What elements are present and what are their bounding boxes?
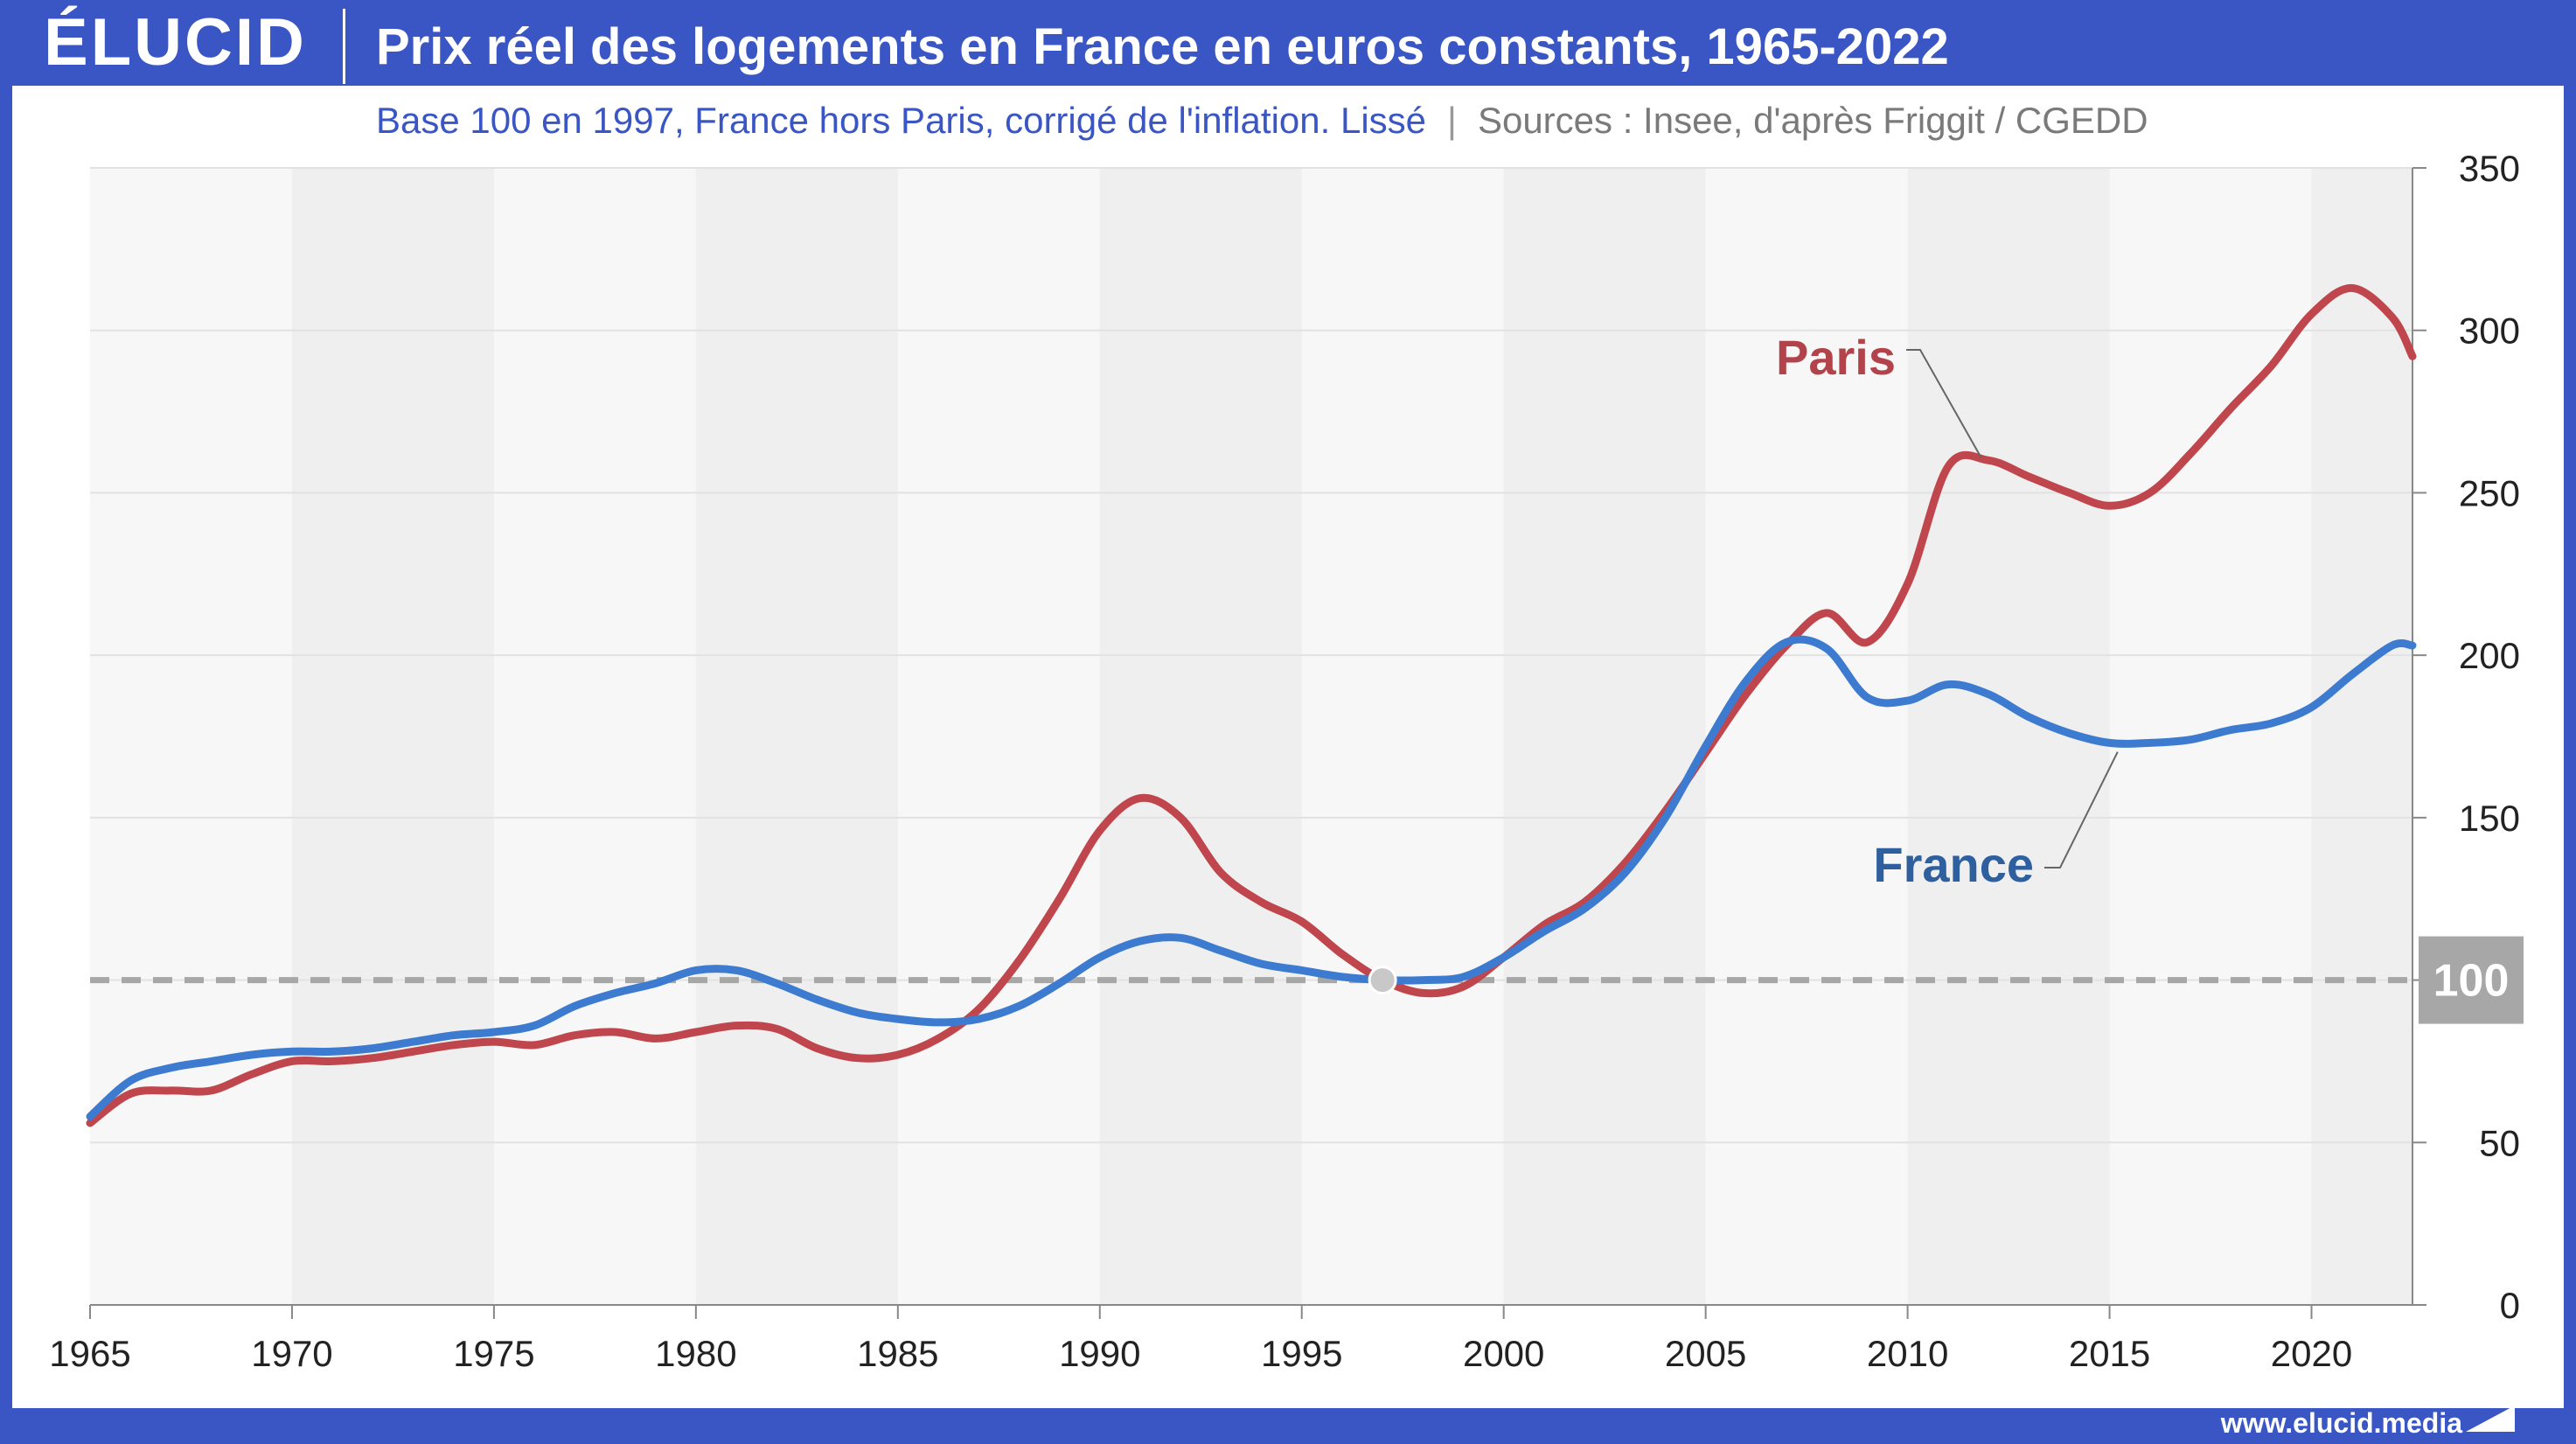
x-tick-label: 1995 [1261, 1333, 1342, 1374]
background-bands [90, 168, 2412, 1305]
series-label-paris: Paris [1776, 330, 1896, 385]
y-tick-label: 50 [2479, 1122, 2520, 1163]
y-tick-label: 350 [2459, 148, 2520, 189]
subtitle-separator: | [1447, 100, 1457, 141]
x-tick-label: 2010 [1867, 1333, 1948, 1374]
y-tick-label: 300 [2459, 310, 2520, 352]
reference-label: 100 [2433, 956, 2510, 1007]
x-tick-label: 1975 [453, 1333, 534, 1374]
x-tick-label: 1990 [1059, 1333, 1140, 1374]
x-tick-label: 2015 [2069, 1333, 2150, 1374]
y-tick-label: 200 [2459, 635, 2520, 676]
background-band [291, 168, 494, 1305]
base-point-marker [1368, 966, 1397, 995]
series-line-paris [86, 283, 2417, 1127]
x-tick-label: 2000 [1463, 1333, 1544, 1374]
footer-url[interactable]: www.elucid.media [2220, 1407, 2462, 1439]
x-tick-label: 1980 [655, 1333, 736, 1374]
header-bar: ÉLUCID Prix réel des logements en France… [0, 0, 2576, 86]
x-tick-label: 2020 [2271, 1333, 2352, 1374]
elucid-mark-icon [2466, 1406, 2515, 1432]
background-band [2311, 168, 2412, 1305]
y-tick-label: 250 [2459, 472, 2520, 513]
series-line-france [86, 635, 2417, 1121]
chart-subtitle: Base 100 en 1997, France hors Paris, cor… [376, 94, 2148, 147]
background-band [695, 168, 898, 1305]
chart-title: Prix réel des logements en France en eur… [376, 18, 1949, 75]
x-tick-label: 1985 [857, 1333, 938, 1374]
y-tick-label: 0 [2500, 1285, 2520, 1326]
brand-logo: ÉLUCID [44, 5, 307, 80]
background-band [1503, 168, 1706, 1305]
tick-labels: 1965 1970 1975 1980 1985 1990 1995 2000 2005 2010… [49, 148, 2520, 1374]
x-tick-label: 1965 [49, 1333, 130, 1374]
y-tick-label: 150 [2459, 798, 2520, 839]
leader-line-paris [1906, 349, 1982, 459]
series-label-france: France [1873, 837, 2034, 892]
series-annotations: Paris France [1776, 330, 2119, 892]
subtitle-main: Base 100 en 1997, France hors Paris, cor… [376, 100, 1427, 141]
x-tick-label: 2005 [1665, 1333, 1746, 1374]
reference-line-group: 100 [90, 936, 2524, 1024]
subtitle-sources: Sources : Insee, d'après Friggit / CGEDD [1477, 100, 2148, 141]
background-band [1099, 168, 1302, 1305]
x-tick-label: 1970 [251, 1333, 332, 1374]
series-lines [86, 283, 2417, 1127]
leader-line-france [2044, 751, 2119, 868]
header-divider [343, 9, 345, 84]
reference-badge [2419, 936, 2524, 1024]
